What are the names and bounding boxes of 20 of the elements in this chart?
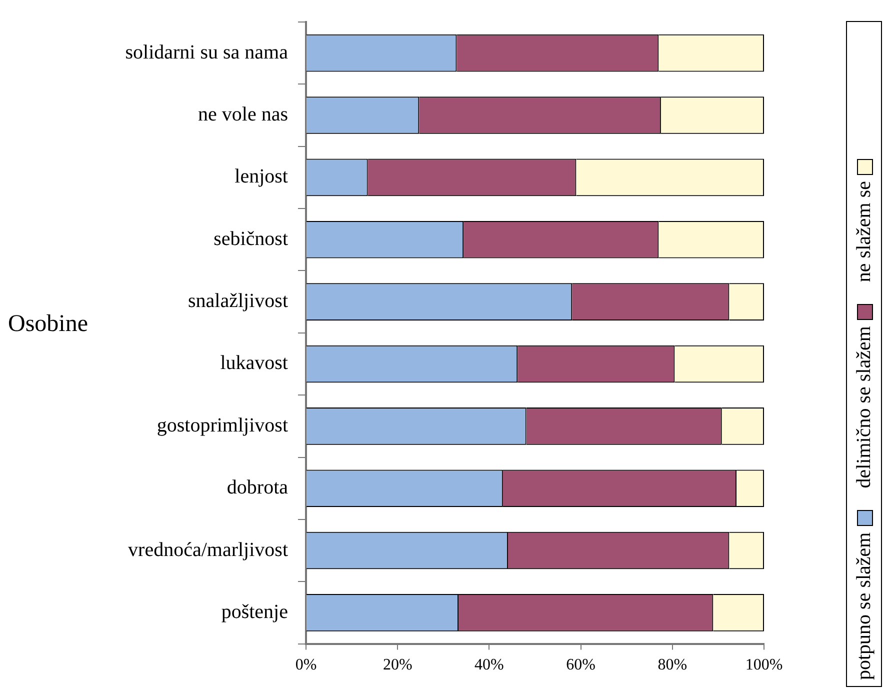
legend-label: ne slažem se xyxy=(852,180,876,282)
x-tick-label: 100% xyxy=(745,656,783,674)
y-tick-label: gostoprimljivost xyxy=(156,414,288,436)
y-tick-label: solidarni su sa nama xyxy=(125,41,288,64)
y-tick-label: sebičnost xyxy=(214,228,288,250)
x-tick-label: 20% xyxy=(382,656,412,674)
y-tick-label: lukavost xyxy=(220,352,288,374)
y-tick-label: dobrota xyxy=(226,476,288,499)
y-tick-label: vrednoća/marljivost xyxy=(128,538,288,561)
legend-label: delimično se slažem xyxy=(852,325,876,488)
y-tick-label: lenjost xyxy=(234,166,288,188)
legend-label: potpuno se slažem xyxy=(852,531,876,680)
x-tick-label: 60% xyxy=(566,656,596,674)
x-tick-label: 80% xyxy=(658,656,688,674)
x-tick-label: 0% xyxy=(295,656,317,674)
x-tick-label: 40% xyxy=(474,656,504,674)
y-tick-label: poštenje xyxy=(221,600,288,623)
y-tick-label: snalažljivost xyxy=(188,290,288,312)
y-tick-label: ne vole nas xyxy=(198,104,288,126)
y-axis-title: Osobine xyxy=(8,311,88,338)
